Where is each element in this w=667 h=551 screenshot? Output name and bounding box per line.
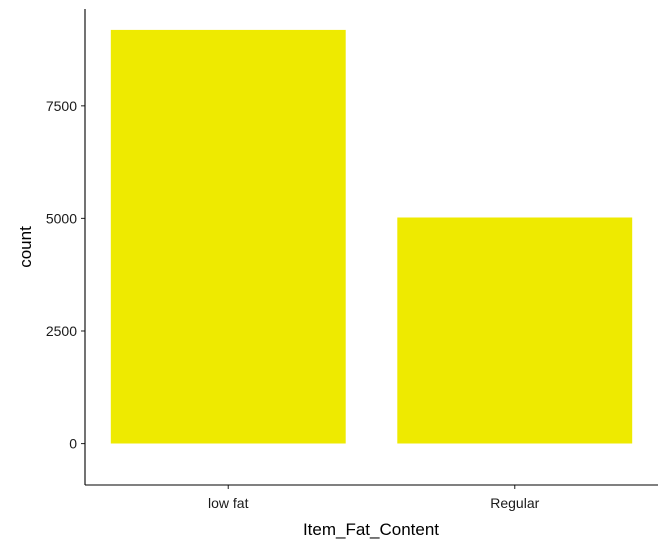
y-tick-label: 5000 (46, 210, 77, 226)
bars-group (110, 29, 633, 444)
x-axis-ticks: low fat Regular (208, 485, 540, 511)
y-axis-title: count (16, 226, 35, 268)
y-tick-label: 7500 (46, 98, 77, 114)
y-tick-label: 2500 (46, 323, 77, 339)
x-tick-label: low fat (208, 495, 249, 511)
x-tick-label: Regular (490, 495, 539, 511)
y-axis-ticks: 0 2500 5000 7500 (46, 98, 85, 452)
bar-regular (397, 217, 633, 444)
x-axis-title: Item_Fat_Content (303, 520, 439, 539)
y-tick-label: 0 (69, 436, 77, 452)
bar-low-fat (110, 29, 346, 444)
